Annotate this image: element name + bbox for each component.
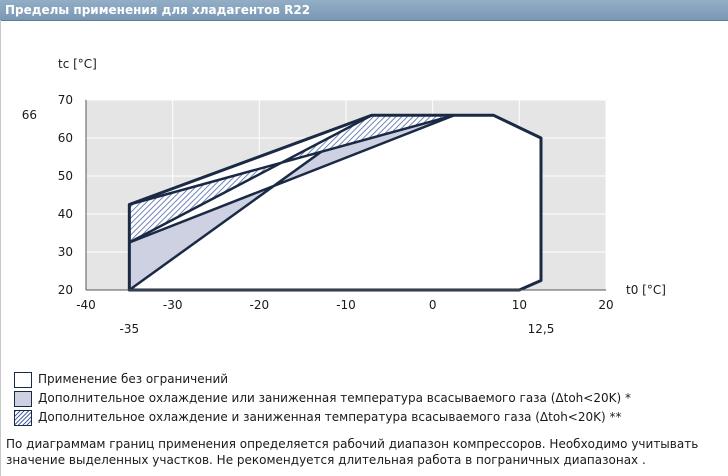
x-extra-label: 12,5 bbox=[528, 322, 555, 336]
x-tick-label: -30 bbox=[163, 298, 183, 312]
y-tick-label: 70 bbox=[58, 93, 73, 107]
page-title: Пределы применения для хладагентов R22 bbox=[5, 3, 311, 17]
y-tick-label: 40 bbox=[58, 207, 73, 221]
legend-label: Дополнительное охлаждение и заниженная т… bbox=[38, 410, 622, 424]
y-axis-title: tc [°C] bbox=[58, 57, 97, 71]
y-tick-label: 30 bbox=[58, 245, 73, 259]
y-tick-label: 20 bbox=[58, 283, 73, 297]
x-tick-label: -40 bbox=[76, 298, 96, 312]
x-extra-label: -35 bbox=[120, 322, 140, 336]
envelope-fill bbox=[129, 115, 542, 290]
x-tick-label: -20 bbox=[250, 298, 270, 312]
y-extra-label: 66 bbox=[22, 108, 37, 122]
chart: -40 -30 -20 -10 0 10 20 20 30 40 50 60 70 -35 12,5 66 tc… bbox=[22, 57, 666, 336]
title-bar: Пределы применения для хладагентов R22 bbox=[0, 0, 728, 21]
envelope-outline bbox=[127, 113, 543, 292]
x-tick-label: -10 bbox=[336, 298, 356, 312]
legend-swatch-white bbox=[14, 372, 32, 388]
x-axis-title: t0 [°C] bbox=[626, 283, 666, 297]
x-tick-label: 20 bbox=[598, 298, 613, 312]
x-tick-label: 10 bbox=[512, 298, 527, 312]
left-border bbox=[0, 20, 1, 476]
x-tick-label: 0 bbox=[429, 298, 437, 312]
description-note: По диаграммам границ применения определя… bbox=[6, 437, 699, 467]
y-tick-label: 60 bbox=[58, 131, 73, 145]
legend-swatch-hatch bbox=[14, 410, 32, 426]
y-tick-label: 50 bbox=[58, 169, 73, 183]
legend-label: Дополнительное охлаждение или заниженная… bbox=[38, 391, 631, 405]
legend-swatch-grey bbox=[14, 391, 32, 407]
legend-label: Применение без ограничений bbox=[38, 372, 229, 386]
